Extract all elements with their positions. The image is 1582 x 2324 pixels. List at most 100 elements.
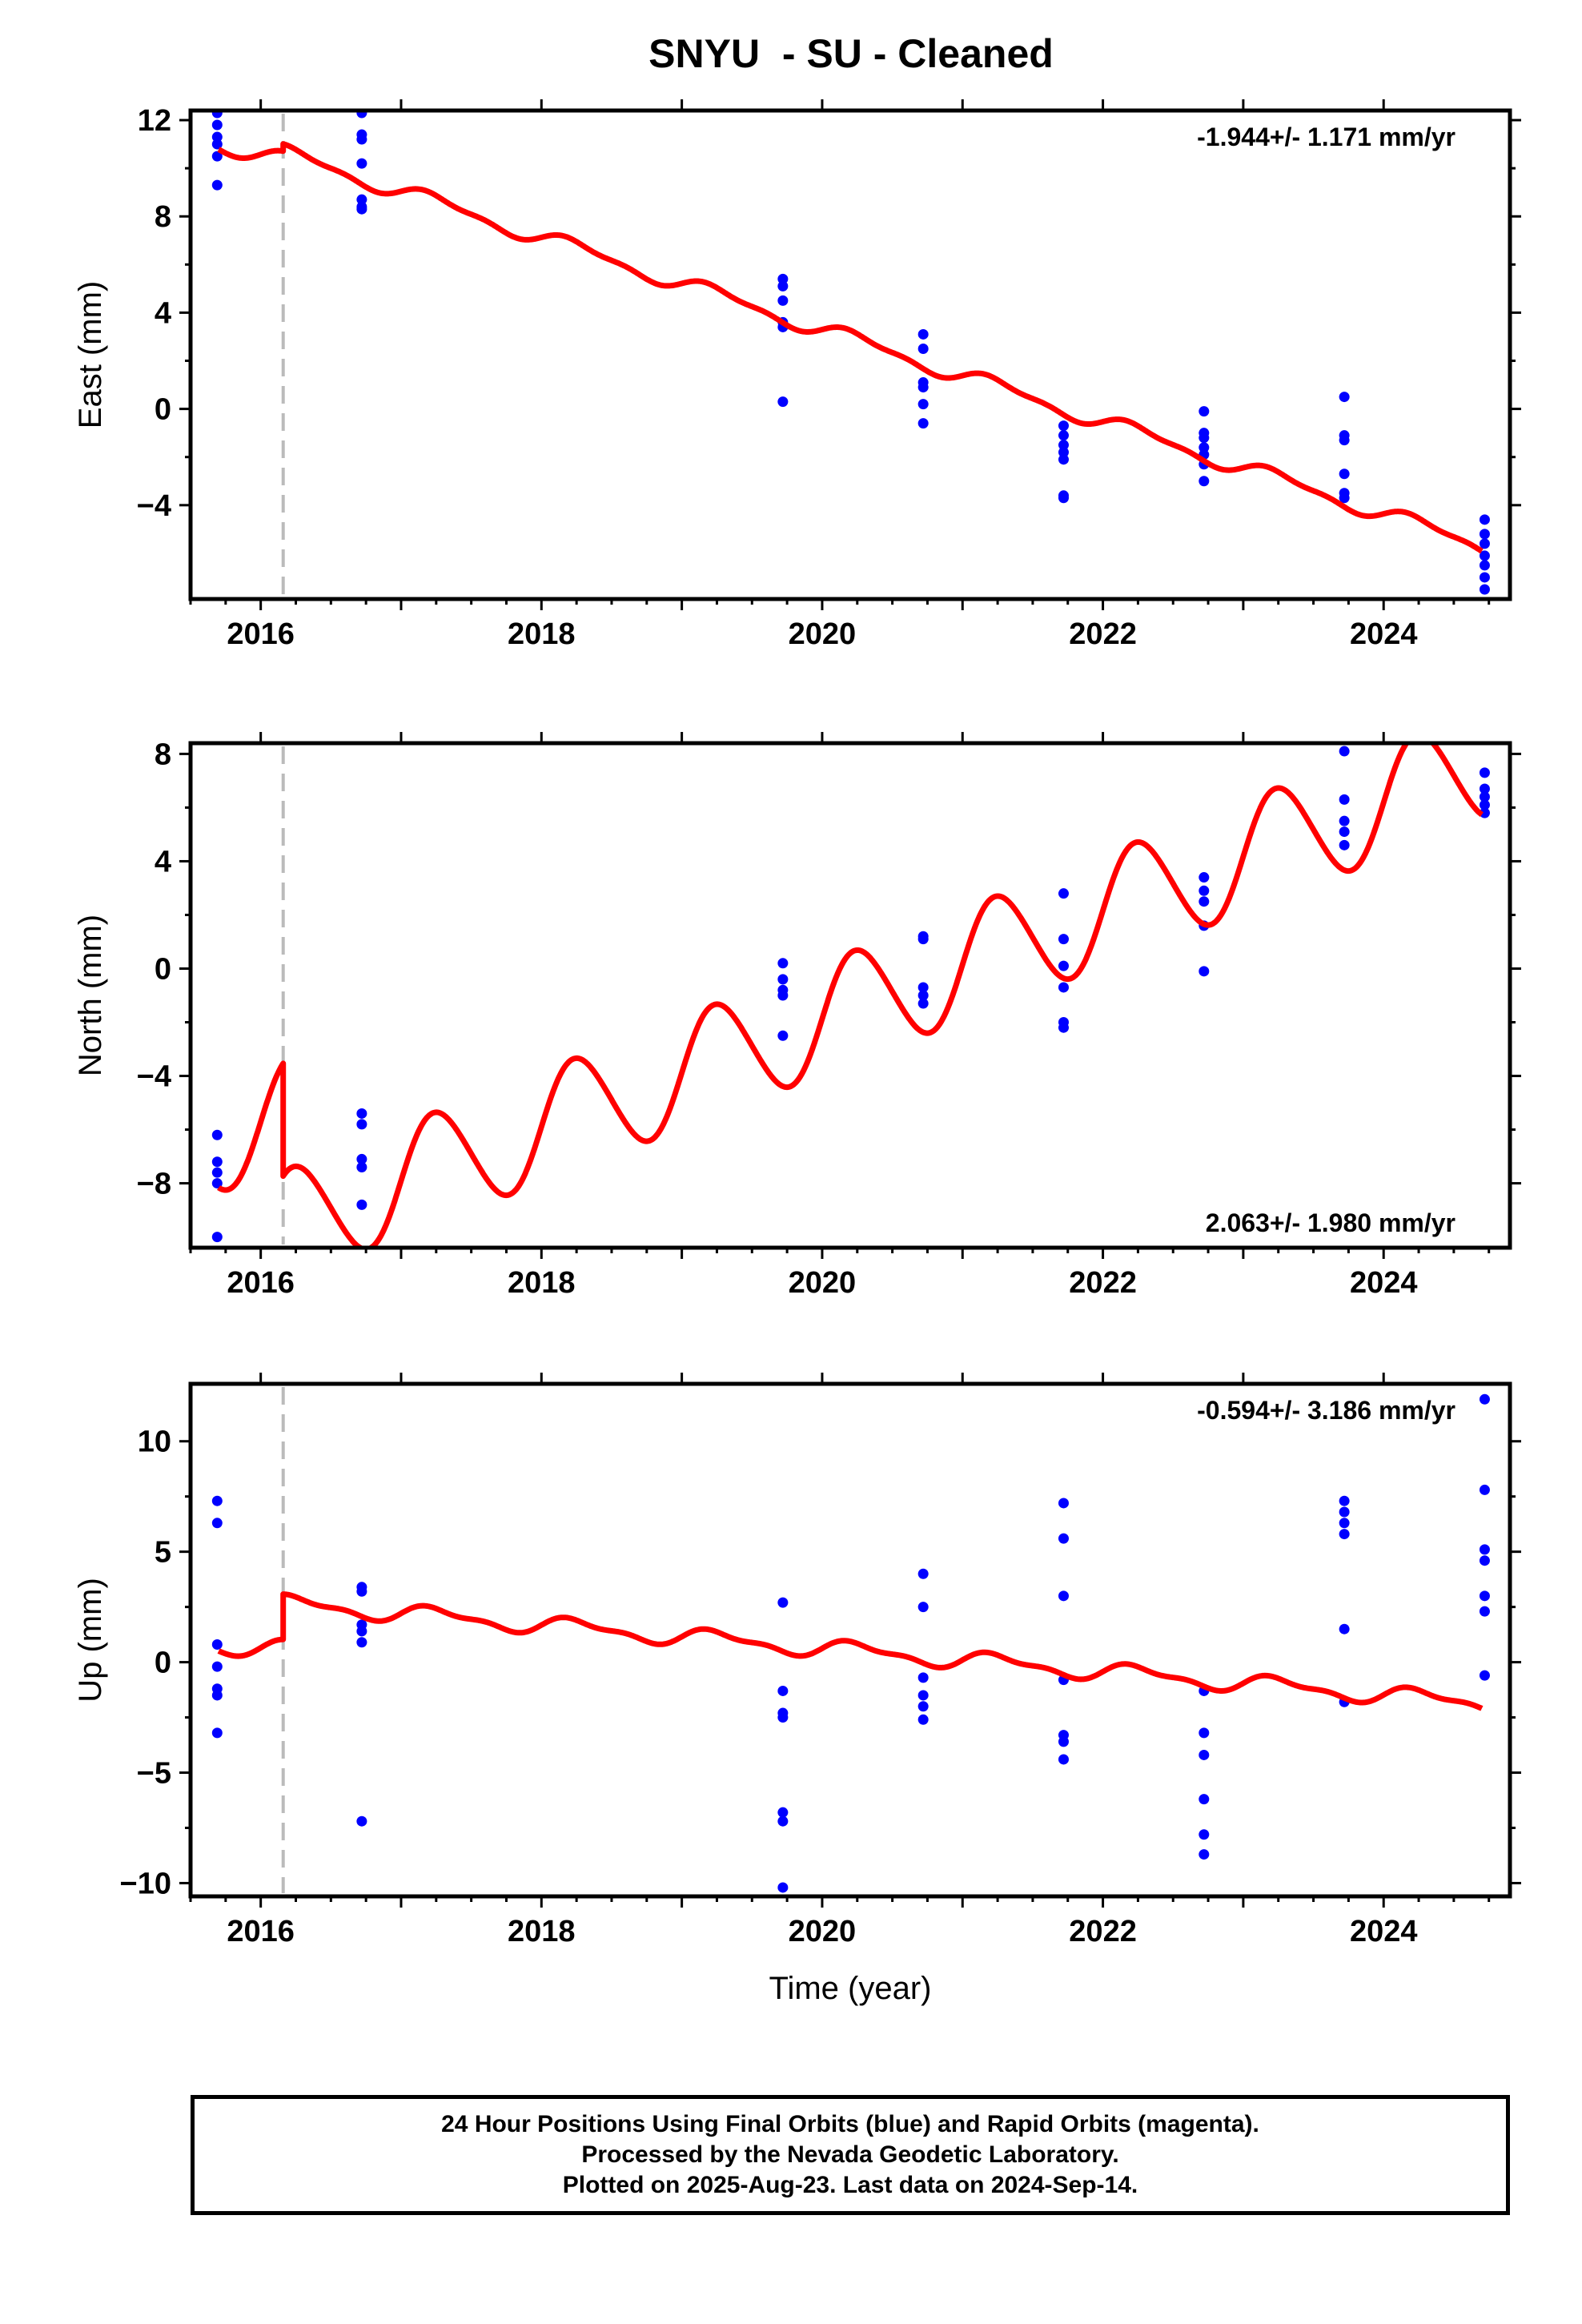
data-point: [356, 1815, 367, 1827]
data-point: [917, 990, 929, 1001]
data-points-up: [211, 1393, 1490, 1893]
data-point: [1058, 447, 1069, 458]
data-point: [1479, 799, 1490, 810]
data-point: [917, 1568, 929, 1579]
data-point: [777, 1712, 789, 1723]
y-tick-label: 0: [155, 1647, 171, 1680]
data-point: [1339, 826, 1350, 838]
data-point: [1058, 1736, 1069, 1747]
data-point: [1479, 584, 1490, 595]
data-point: [356, 194, 367, 205]
data-point: [1339, 794, 1350, 805]
data-point: [356, 134, 367, 145]
y-tick-label: 0: [155, 952, 171, 986]
data-point: [1339, 468, 1350, 480]
data-point: [1058, 1533, 1069, 1544]
plot-frame: [188, 741, 1512, 1250]
model-curve-up: [216, 1591, 1484, 1711]
y-tick-label: 4: [155, 296, 171, 330]
data-point: [1199, 885, 1210, 896]
data-point: [1058, 440, 1069, 451]
data-point: [1339, 815, 1350, 826]
data-point: [1479, 767, 1490, 778]
data-point: [211, 1129, 223, 1140]
data-point: [917, 1701, 929, 1712]
data-point: [1479, 1670, 1490, 1681]
data-point: [1339, 435, 1350, 446]
data-point: [1058, 493, 1069, 504]
data-point: [211, 1167, 223, 1178]
y-tick-label: 5: [155, 1536, 171, 1570]
x-tick-label: 2022: [1069, 617, 1137, 651]
data-point: [1479, 807, 1490, 818]
data-point: [1199, 432, 1210, 444]
data-point: [917, 1714, 929, 1725]
data-point: [1199, 896, 1210, 907]
data-point: [211, 1639, 223, 1651]
y-axis-label: East (mm): [73, 281, 108, 428]
footer-line-orbits: 24 Hour Positions Using Final Orbits (bl…: [441, 2111, 1259, 2137]
x-tick-label: 2022: [1069, 1915, 1137, 1948]
data-point: [1479, 1555, 1490, 1566]
data-point: [1339, 1518, 1350, 1529]
data-point: [1339, 392, 1350, 403]
plot-frame: [188, 1381, 1512, 1899]
x-tick-label: 2018: [508, 1266, 576, 1300]
panel-east: 2016 2018 2020 2022 2024 −4 0 4 8 12 East (mm) -1.9…: [73, 99, 1521, 651]
rate-label: -1.944+/- 1.171 mm/yr: [1197, 123, 1456, 151]
data-point: [1479, 1484, 1490, 1495]
data-point: [1058, 934, 1069, 945]
data-point: [211, 1495, 223, 1506]
y-tick-label: 0: [155, 393, 171, 427]
data-point: [1479, 550, 1490, 561]
y-tick-label: 4: [155, 845, 171, 879]
data-point: [1479, 791, 1490, 802]
x-tick-label: 2018: [508, 617, 576, 651]
panel-north: 2016 2018 2020 2022 2024 −8 −4 0 4 8 North (mm) 2.0…: [73, 732, 1521, 1300]
data-point: [1058, 982, 1069, 993]
y-tick-label: 8: [155, 200, 171, 234]
data-point: [1199, 1749, 1210, 1760]
data-point: [211, 1232, 223, 1243]
model-curve-east: [216, 141, 1484, 554]
data-point: [1339, 493, 1350, 504]
data-point: [356, 1199, 367, 1210]
data-point: [1058, 1022, 1069, 1033]
data-point: [356, 1586, 367, 1597]
data-point: [1479, 1606, 1490, 1617]
data-point: [917, 1672, 929, 1683]
data-point: [1479, 783, 1490, 794]
data-point: [211, 1178, 223, 1189]
data-point: [1479, 560, 1490, 571]
data-point: [356, 1119, 367, 1130]
data-point: [777, 273, 789, 284]
data-point: [1479, 514, 1490, 525]
data-points-east: [211, 111, 1490, 595]
data-point: [211, 139, 223, 150]
data-point: [1058, 1754, 1069, 1765]
data-point: [1339, 1529, 1350, 1540]
data-point: [1479, 1393, 1490, 1405]
data-point: [356, 158, 367, 169]
data-point: [917, 1690, 929, 1701]
data-point: [777, 1882, 789, 1893]
data-point: [356, 1161, 367, 1172]
data-point: [1058, 420, 1069, 432]
data-point: [1058, 888, 1069, 899]
chart-title: SNYU - SU - Cleaned: [648, 31, 1054, 76]
data-point: [777, 958, 789, 969]
x-tick-label: 2020: [789, 617, 857, 651]
data-point: [917, 1602, 929, 1613]
data-point: [777, 974, 789, 985]
x-tick-label: 2018: [508, 1915, 576, 1948]
data-point: [1479, 529, 1490, 540]
data-point: [1058, 430, 1069, 441]
y-tick-label: −10: [120, 1867, 171, 1900]
data-point: [356, 1108, 367, 1119]
data-point: [777, 295, 789, 306]
data-point: [1199, 1849, 1210, 1860]
data-point: [917, 343, 929, 354]
data-point: [777, 1807, 789, 1818]
data-point: [211, 179, 223, 191]
y-tick-label: −8: [137, 1168, 171, 1201]
